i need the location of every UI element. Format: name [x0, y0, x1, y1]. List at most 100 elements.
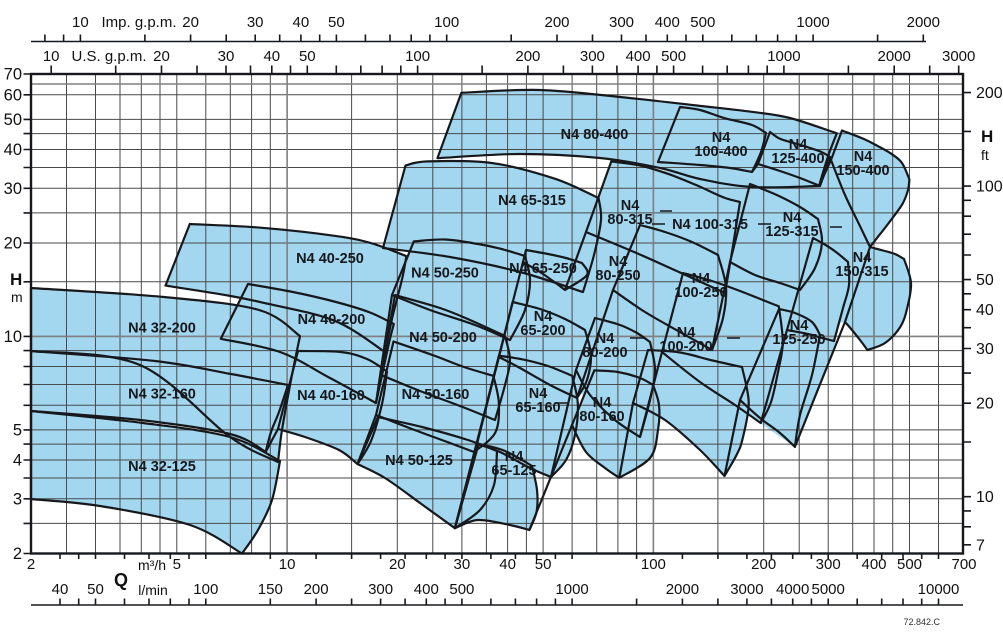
- svg-text:30: 30: [218, 48, 235, 65]
- svg-text:400: 400: [861, 556, 886, 573]
- svg-text:400: 400: [626, 48, 651, 65]
- svg-text:N4 32-125: N4 32-125: [128, 459, 196, 475]
- svg-text:100-200: 100-200: [659, 339, 712, 355]
- svg-text:N4 40-200: N4 40-200: [298, 312, 366, 328]
- svg-text:1000: 1000: [767, 48, 800, 65]
- svg-text:40: 40: [263, 48, 280, 65]
- svg-text:65-160: 65-160: [515, 400, 560, 416]
- svg-text:200: 200: [304, 581, 329, 598]
- svg-text:N4 65-315: N4 65-315: [498, 193, 566, 209]
- svg-text:20: 20: [976, 396, 994, 413]
- svg-text:50: 50: [87, 581, 104, 598]
- svg-text:500: 500: [449, 581, 474, 598]
- svg-text:2000: 2000: [878, 48, 911, 65]
- svg-text:60: 60: [4, 86, 22, 104]
- svg-text:N4: N4: [789, 137, 808, 153]
- svg-text:40: 40: [293, 14, 310, 31]
- svg-text:100-400: 100-400: [694, 144, 747, 160]
- svg-text:m: m: [11, 289, 23, 305]
- svg-text:2000: 2000: [666, 581, 699, 598]
- svg-text:40: 40: [976, 302, 994, 319]
- svg-text:N4 50-125: N4 50-125: [385, 453, 453, 469]
- svg-text:ft: ft: [981, 147, 989, 163]
- svg-text:l/min: l/min: [138, 582, 168, 598]
- svg-text:100-250: 100-250: [674, 285, 727, 301]
- svg-text:N4: N4: [609, 254, 628, 270]
- svg-text:N4: N4: [854, 149, 873, 165]
- svg-text:N4: N4: [534, 309, 553, 325]
- svg-text:40: 40: [4, 141, 22, 159]
- svg-text:N4 40-250: N4 40-250: [296, 251, 364, 267]
- svg-text:3000: 3000: [730, 581, 763, 598]
- svg-text:150-400: 150-400: [836, 163, 889, 179]
- svg-text:200: 200: [751, 556, 776, 573]
- svg-text:N4 100-315: N4 100-315: [672, 217, 748, 233]
- svg-text:500: 500: [897, 556, 922, 573]
- svg-text:200: 200: [544, 14, 569, 31]
- svg-text:200: 200: [515, 48, 540, 65]
- svg-text:100: 100: [405, 48, 430, 65]
- svg-text:80-200: 80-200: [582, 345, 627, 361]
- svg-text:50: 50: [976, 272, 994, 289]
- svg-text:125-315: 125-315: [765, 224, 818, 240]
- svg-text:2: 2: [13, 545, 22, 563]
- svg-text:1000: 1000: [796, 14, 829, 31]
- svg-text:70: 70: [4, 66, 22, 84]
- svg-text:300: 300: [609, 14, 634, 31]
- svg-text:N4: N4: [593, 395, 612, 411]
- svg-text:20: 20: [389, 556, 406, 573]
- svg-text:4: 4: [13, 452, 22, 470]
- svg-text:300: 300: [816, 556, 841, 573]
- svg-text:50: 50: [4, 111, 22, 129]
- svg-text:2: 2: [27, 556, 35, 573]
- svg-text:N4 40-160: N4 40-160: [297, 388, 365, 404]
- svg-text:50: 50: [299, 48, 316, 65]
- svg-text:150: 150: [258, 581, 283, 598]
- svg-text:N4: N4: [596, 331, 615, 347]
- svg-text:400: 400: [414, 581, 439, 598]
- svg-text:80-160: 80-160: [579, 409, 624, 425]
- svg-text:200: 200: [976, 85, 1003, 102]
- svg-text:7: 7: [976, 537, 985, 554]
- svg-text:1000: 1000: [555, 581, 588, 598]
- svg-text:65-125: 65-125: [491, 463, 536, 479]
- svg-text:30: 30: [976, 341, 994, 358]
- svg-text:10: 10: [4, 328, 22, 346]
- svg-text:N4 32-160: N4 32-160: [128, 387, 196, 403]
- svg-text:300: 300: [580, 48, 605, 65]
- svg-text:2000: 2000: [907, 14, 940, 31]
- svg-text:50: 50: [535, 556, 552, 573]
- svg-text:50: 50: [328, 14, 345, 31]
- svg-text:N4 65-250: N4 65-250: [509, 261, 577, 277]
- svg-text:N4: N4: [712, 130, 731, 146]
- svg-text:5000: 5000: [812, 581, 845, 598]
- svg-text:300: 300: [368, 581, 393, 598]
- svg-text:100: 100: [976, 179, 1003, 196]
- svg-text:150-315: 150-315: [835, 264, 888, 280]
- svg-text:N4 50-250: N4 50-250: [411, 266, 479, 282]
- svg-text:N4: N4: [621, 198, 640, 214]
- svg-text:N4: N4: [692, 271, 711, 287]
- svg-text:100: 100: [641, 556, 666, 573]
- svg-text:10: 10: [43, 48, 60, 65]
- svg-text:30: 30: [4, 180, 22, 198]
- svg-text:30: 30: [454, 556, 471, 573]
- svg-text:20: 20: [4, 235, 22, 253]
- svg-text:H: H: [981, 127, 993, 146]
- svg-text:20: 20: [153, 48, 170, 65]
- svg-text:700: 700: [951, 556, 976, 573]
- svg-text:m³/h: m³/h: [138, 557, 166, 573]
- svg-text:N4: N4: [677, 325, 696, 341]
- svg-text:5: 5: [173, 556, 181, 573]
- svg-text:100: 100: [193, 581, 218, 598]
- svg-text:10000: 10000: [918, 581, 960, 598]
- svg-text:Q: Q: [114, 570, 128, 590]
- svg-text:80-250: 80-250: [595, 268, 640, 284]
- svg-text:3000: 3000: [942, 48, 975, 65]
- svg-text:4000: 4000: [776, 581, 809, 598]
- svg-text:500: 500: [661, 48, 686, 65]
- svg-text:N4 50-160: N4 50-160: [402, 387, 470, 403]
- svg-text:N4: N4: [529, 386, 548, 402]
- svg-text:Imp. g.p.m.: Imp. g.p.m.: [101, 14, 176, 31]
- svg-text:N4 50-200: N4 50-200: [409, 330, 477, 346]
